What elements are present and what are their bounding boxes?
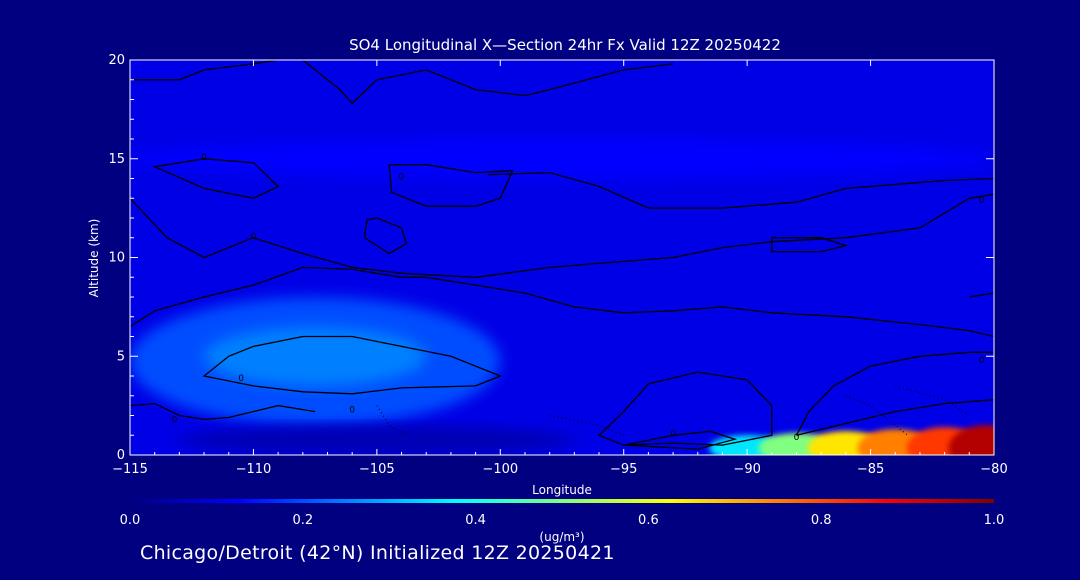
colorbar-tick-label: 0.4 bbox=[465, 513, 486, 528]
x-tick-label: −95 bbox=[610, 462, 637, 477]
contour-label: 0 bbox=[979, 196, 985, 206]
y-axis: 0 5 10 15 20 bbox=[108, 53, 994, 463]
contour-line bbox=[623, 430, 738, 450]
contour-label: 0 bbox=[670, 429, 676, 439]
contour-line-dotted bbox=[549, 415, 624, 436]
colorbar-tick-label: 0.2 bbox=[292, 513, 313, 528]
colorbar-tick-label: 0.0 bbox=[120, 513, 141, 528]
contour-line bbox=[771, 237, 849, 253]
contour-label: 0 bbox=[172, 415, 178, 425]
contour-line bbox=[202, 335, 503, 395]
chart-title: SO4 Longitudinal X—Section 24hr Fx Valid… bbox=[349, 36, 781, 54]
contour-line bbox=[796, 399, 994, 436]
y-tick-label: 0 bbox=[117, 448, 125, 463]
contour-line-dotted bbox=[376, 405, 407, 436]
plot-area: 0 0 0 0 0 0 0 0 0 0 bbox=[130, 60, 994, 455]
y-tick-label: 20 bbox=[108, 53, 125, 68]
contour-label: 0 bbox=[251, 232, 257, 242]
colorbar bbox=[130, 499, 994, 503]
y-tick-label: 5 bbox=[117, 349, 125, 364]
contour-line bbox=[969, 292, 994, 298]
x-tick-label: −85 bbox=[857, 462, 884, 477]
field-clean-low-layer bbox=[179, 425, 575, 455]
y-tick-label: 15 bbox=[108, 152, 125, 167]
colorbar-tick-label: 0.6 bbox=[638, 513, 659, 528]
y-tick-label: 10 bbox=[108, 251, 125, 266]
footer-caption: Chicago/Detroit (42°N) Initialized 12Z 2… bbox=[140, 542, 615, 564]
contour-line bbox=[302, 60, 674, 105]
contour-label: 0 bbox=[979, 356, 985, 366]
contour-label: 0 bbox=[349, 406, 355, 416]
contour-line bbox=[363, 217, 408, 255]
colorbar-tick-label: 0.8 bbox=[811, 513, 832, 528]
field-western-core bbox=[204, 326, 427, 386]
field-upper-band bbox=[130, 139, 994, 179]
y-axis-label: Altitude (km) bbox=[87, 219, 101, 298]
contour-label: 0 bbox=[399, 173, 405, 183]
surface-hotspot bbox=[948, 425, 994, 455]
x-tick-label: −80 bbox=[980, 462, 1007, 477]
x-tick-label: −115 bbox=[112, 462, 148, 477]
x-axis-label: Longitude bbox=[532, 483, 592, 497]
concentration-field bbox=[130, 139, 994, 455]
x-axis: −115 −110 −105 −100 −95 −90 −85 −80 bbox=[112, 60, 1008, 477]
colorbar-tick-label: 1.0 bbox=[984, 513, 1005, 528]
contour-line bbox=[130, 60, 279, 81]
colorbar-unit-label: (ug/m³) bbox=[539, 530, 584, 544]
contour-line bbox=[795, 351, 994, 436]
contour-line bbox=[130, 402, 316, 421]
x-tick-label: −100 bbox=[482, 462, 518, 477]
contour-line bbox=[130, 193, 994, 278]
x-tick-label: −105 bbox=[359, 462, 395, 477]
colorbar-ticks: 0.0 0.2 0.4 0.6 0.8 1.0 bbox=[120, 513, 1005, 528]
contour-line bbox=[487, 171, 994, 209]
contour-label: 0 bbox=[201, 153, 207, 163]
x-tick-label: −90 bbox=[733, 462, 760, 477]
x-tick-label: −110 bbox=[236, 462, 272, 477]
contour-label: 0 bbox=[238, 374, 244, 384]
contour-lines: 0 0 0 0 0 0 0 0 0 0 bbox=[130, 60, 994, 450]
contour-line bbox=[388, 164, 514, 207]
contour-line bbox=[152, 158, 280, 199]
contour-label: 0 bbox=[794, 433, 800, 443]
contour-line bbox=[597, 371, 773, 446]
contour-line bbox=[130, 266, 994, 338]
